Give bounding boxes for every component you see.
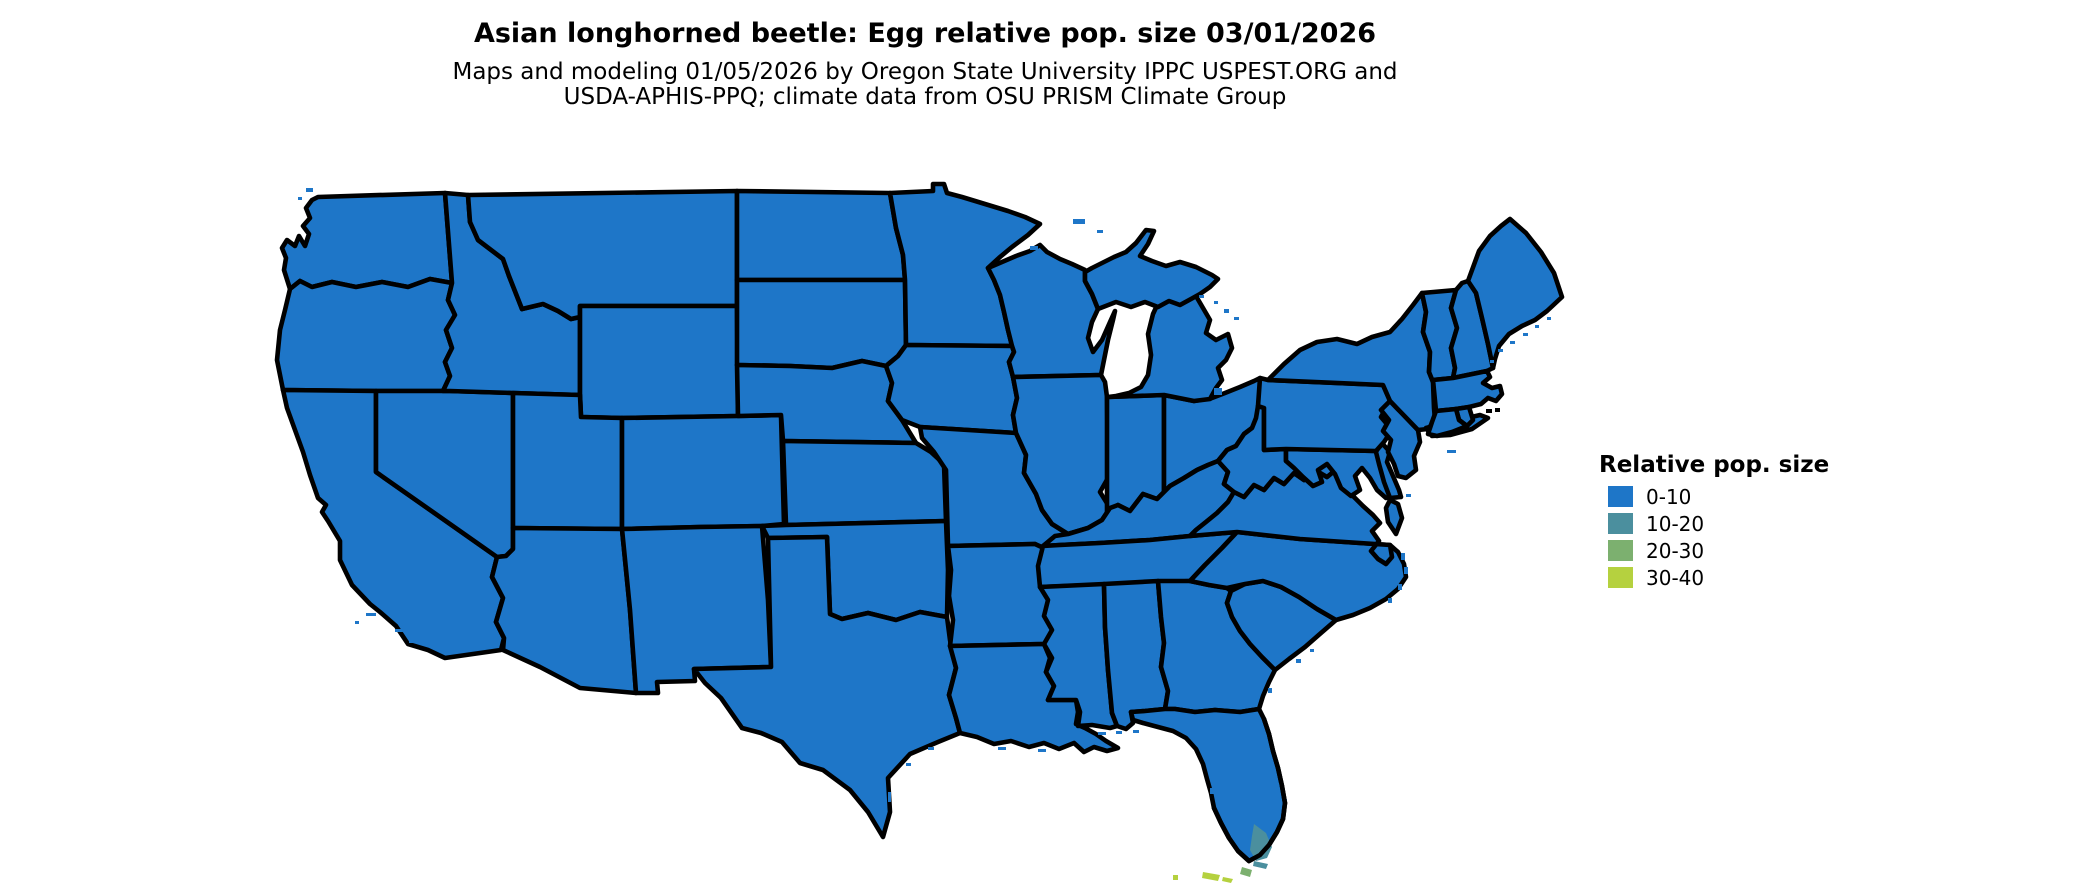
legend-label-30-40: 30-40 [1646, 565, 1705, 590]
state-north-dakota [734, 188, 908, 283]
state-colorado [619, 412, 787, 532]
keys-yellowgreen-short [1222, 877, 1233, 883]
keys-green-patch [1240, 867, 1252, 877]
state-michigan-lower [1105, 286, 1235, 404]
state-washington [279, 190, 455, 292]
legend-swatch-10-20 [1608, 513, 1633, 534]
state-wyoming [577, 303, 741, 421]
legend-swatch-30-40 [1608, 567, 1633, 588]
state-delaware [1373, 439, 1404, 501]
keys-teal-strip [1253, 861, 1268, 869]
keys-yellowgreen-dot [1173, 875, 1178, 880]
subtitle-line-1: Maps and modeling 01/05/2026 by Oregon S… [452, 59, 1398, 85]
legend-title: Relative pop. size [1599, 452, 1830, 478]
legend-label-20-30: 20-30 [1646, 538, 1705, 563]
state-pennsylvania [1255, 375, 1395, 454]
subtitle-line-2: USDA-APHIS-PPQ; climate data from OSU PR… [563, 84, 1287, 110]
page-title: Asian longhorned beetle: Egg relative po… [473, 18, 1377, 49]
state-maine [1465, 216, 1565, 371]
south-florida-teal-region [1250, 824, 1272, 861]
island-outline-dots [1486, 408, 1500, 413]
state-texas [691, 534, 963, 840]
subtitle: Maps and modeling 01/05/2026 by Oregon S… [0, 60, 1850, 110]
legend-row-10-20: 10-20 [1599, 511, 1829, 536]
legend: Relative pop. size 0-10 10-20 20-30 30-4… [1599, 452, 1829, 594]
legend-swatch-0-10 [1608, 486, 1633, 507]
legend-row-0-10: 0-10 [1599, 484, 1829, 509]
state-michigan-upper [1082, 227, 1221, 312]
state-arizona [489, 525, 639, 696]
legend-label-10-20: 10-20 [1646, 511, 1705, 536]
legend-label-0-10: 0-10 [1646, 484, 1692, 509]
state-oregon [274, 276, 458, 394]
state-kansas [780, 438, 949, 528]
state-indiana [1104, 392, 1167, 516]
florida-outline [1211, 716, 1288, 864]
legend-swatch-20-30 [1608, 540, 1633, 561]
keys-yellowgreen-long [1202, 872, 1220, 881]
legend-row-20-30: 20-30 [1599, 538, 1829, 563]
state-iowa [883, 342, 1020, 436]
state-south-dakota [734, 277, 909, 371]
legend-row-30-40: 30-40 [1599, 565, 1829, 590]
states-group [274, 181, 1565, 864]
state-new-jersey [1378, 398, 1423, 481]
state-new-mexico [619, 523, 774, 696]
state-connecticut [1425, 406, 1470, 439]
delmarva-virginia-tip [1383, 497, 1405, 537]
state-minnesota [887, 181, 1043, 349]
